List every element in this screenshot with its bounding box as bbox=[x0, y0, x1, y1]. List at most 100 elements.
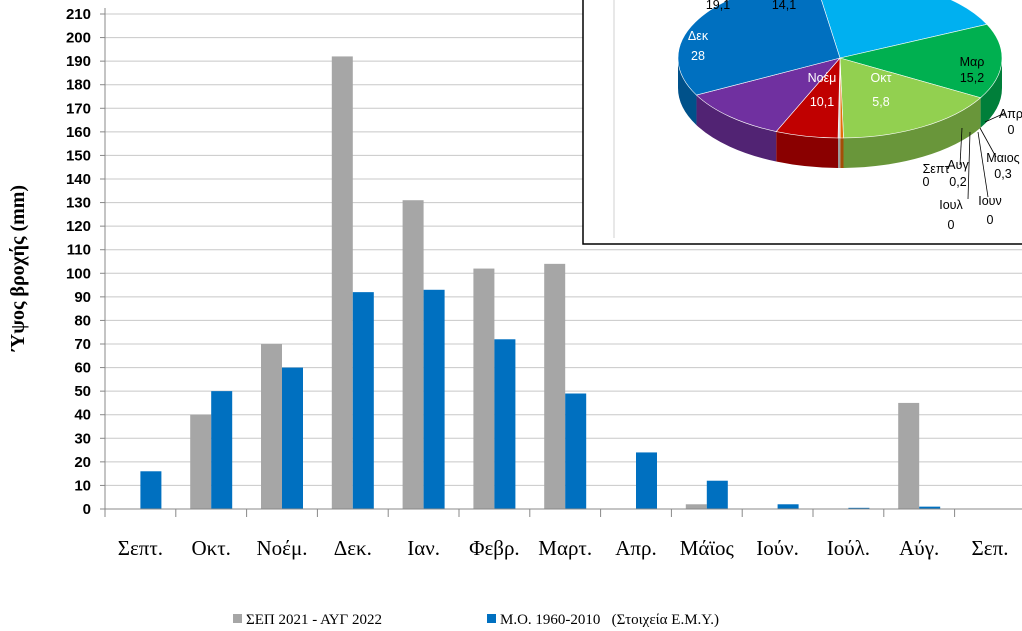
y-tick-label: 80 bbox=[74, 312, 91, 329]
y-tick-label: 190 bbox=[66, 53, 91, 70]
y-tick-label: 200 bbox=[66, 30, 91, 47]
bar-series-1 bbox=[544, 263, 566, 509]
y-tick-label: 90 bbox=[74, 289, 91, 306]
bar-series-1 bbox=[331, 56, 353, 510]
pie-leader-line bbox=[959, 127, 963, 166]
y-tick-label: 50 bbox=[74, 383, 91, 400]
legend: ΣΕΠ 2021 - ΑΥΓ 2022 Μ.Ο. 1960-2010 (Στοι… bbox=[233, 612, 719, 628]
y-tick-label: 0 bbox=[83, 501, 91, 518]
legend-label-series-2: Μ.Ο. 1960-2010 (Στοιχεία Ε.Μ.Υ.) bbox=[500, 612, 719, 628]
pie-leader-line bbox=[979, 127, 997, 158]
pie-value-Ιουλ: 0 bbox=[948, 218, 955, 232]
pie-label-Απρ: Απρ bbox=[999, 107, 1022, 121]
pie-slice-Μαρ bbox=[839, 57, 982, 139]
pie-chart: 19,1 14,1 Μαρ 15,2 Απρ 0 Μαιος 0,3 Ιουν 0 Ιουλ 0 Αυγ… bbox=[677, 0, 1022, 232]
x-category-label: Φεβρ. bbox=[469, 536, 520, 560]
bar-series-2 bbox=[919, 506, 941, 509]
pie-label-Μαιος: Μαιος bbox=[986, 151, 1019, 165]
bar-series-2 bbox=[777, 504, 799, 509]
bar-series-1 bbox=[261, 344, 282, 509]
pie-label-Σεπτ: Σεπτ bbox=[923, 162, 950, 176]
x-category-label: Δεκ. bbox=[334, 536, 372, 560]
x-category-label: Ιαν. bbox=[407, 536, 440, 560]
pie-label-Νοέμ: Νοέμ bbox=[808, 71, 837, 85]
y-tick-label: 130 bbox=[66, 195, 91, 212]
pie-label-Αυγ: Αυγ bbox=[947, 158, 969, 172]
bar-series-1 bbox=[402, 200, 424, 509]
bar-series-2 bbox=[636, 452, 657, 509]
x-category-label: Οκτ. bbox=[191, 536, 230, 560]
pie-slice-Φεβ bbox=[839, 23, 1003, 99]
y-tick-label: 110 bbox=[67, 242, 91, 259]
x-category-label: Νοέμ. bbox=[257, 536, 308, 560]
pie-leader-line bbox=[984, 112, 1006, 123]
pie-value-Οκτ: 5,8 bbox=[872, 95, 889, 109]
pie-value-Νοέμ: 10,1 bbox=[810, 95, 834, 109]
bar-series-1 bbox=[685, 504, 707, 509]
pie-value-Φεβ: 14,1 bbox=[772, 0, 796, 12]
legend-swatch-series-2 bbox=[487, 614, 496, 623]
y-tick-label: 60 bbox=[74, 360, 91, 377]
y-tick-label: 140 bbox=[66, 171, 91, 188]
y-tick-label: 20 bbox=[74, 454, 91, 471]
y-tick-label: 70 bbox=[74, 336, 91, 353]
pie-inset: 19,1 14,1 Μαρ 15,2 Απρ 0 Μαιος 0,3 Ιουν 0 Ιουλ 0 Αυγ… bbox=[582, 0, 1022, 245]
legend-swatch-series-1 bbox=[233, 614, 242, 623]
y-tick-label: 120 bbox=[66, 218, 91, 235]
pie-label-Δεκ: Δεκ bbox=[688, 29, 709, 43]
y-tick-label: 40 bbox=[74, 407, 91, 424]
y-tick-label: 150 bbox=[66, 147, 91, 164]
bar-series-2 bbox=[494, 339, 516, 509]
y-tick-label: 160 bbox=[66, 124, 91, 141]
bar-series-2 bbox=[423, 289, 445, 509]
pie-value-Μαρ: 15,2 bbox=[960, 71, 984, 85]
pie-value-Αυγ: 0,2 bbox=[949, 175, 966, 189]
bar-series-2 bbox=[211, 391, 233, 509]
pie-side-Μαιος bbox=[840, 137, 844, 168]
x-category-label: Ιούλ. bbox=[827, 536, 870, 560]
pie-side-Δεκ bbox=[678, 58, 697, 126]
y-tick-label: 30 bbox=[74, 430, 91, 447]
pie-label-Οκτ: Οκτ bbox=[871, 71, 892, 85]
axes bbox=[104, 8, 1022, 517]
legend-label-series-1: ΣΕΠ 2021 - ΑΥΓ 2022 bbox=[246, 612, 382, 628]
pie-slice-Δεκ bbox=[677, 0, 841, 96]
legend-item-series-2: Μ.Ο. 1960-2010 (Στοιχεία Ε.Μ.Υ.) bbox=[487, 612, 719, 628]
y-tick-label: 100 bbox=[66, 265, 91, 282]
bar-series-1 bbox=[190, 414, 212, 509]
pie-side-Νοέμ bbox=[696, 95, 777, 162]
pie-label-Ιουν: Ιουν bbox=[978, 194, 1002, 208]
x-category-label: Μάϊος bbox=[680, 536, 735, 560]
pie-leader-line bbox=[977, 131, 989, 198]
y-axis-label: Ύψος βροχής (mm) bbox=[7, 185, 29, 352]
pie-side-Οκτ bbox=[776, 131, 839, 168]
y-axis-ticks: 0 10 20 30 40 50 60 70 80 90 100 110 120 130 140 150 160… bbox=[66, 6, 105, 518]
x-category-label: Σεπ. bbox=[972, 536, 1009, 560]
pie-value-Ιαν: 19,1 bbox=[706, 0, 730, 12]
pie-value-Σεπτ: 0 bbox=[923, 175, 930, 189]
pie-side-Μαρ bbox=[843, 97, 981, 168]
bar-series-2 bbox=[140, 471, 162, 509]
x-category-label: Σεπτ. bbox=[118, 536, 163, 560]
x-category-label: Απρ. bbox=[615, 536, 657, 560]
bar-series-1 bbox=[898, 402, 920, 509]
pie-side-Φεβ bbox=[980, 58, 1002, 128]
bar-series-2 bbox=[706, 480, 728, 509]
pie-value-Απρ: 0 bbox=[1008, 123, 1015, 137]
y-tick-label: 10 bbox=[74, 477, 91, 494]
bar-series-2 bbox=[565, 393, 587, 509]
pie-leader-line bbox=[967, 131, 971, 200]
x-category-label: Μαρτ. bbox=[538, 536, 592, 560]
bars bbox=[140, 56, 941, 510]
bar-series-2 bbox=[352, 292, 374, 509]
legend-item-series-1: ΣΕΠ 2021 - ΑΥΓ 2022 bbox=[233, 612, 382, 628]
x-axis-categories: Σεπτ. Οκτ. Νοέμ. Δεκ. Ιαν. Φεβρ. Μαρτ. Απρ. Μάϊο… bbox=[118, 536, 1009, 560]
y-tick-label: 210 bbox=[66, 6, 91, 23]
pie-value-Μαιος: 0,3 bbox=[994, 167, 1011, 181]
y-tick-label: 180 bbox=[66, 77, 91, 94]
pie-value-Ιουν: 0 bbox=[987, 213, 994, 227]
bar-series-1 bbox=[473, 268, 495, 509]
pie-side-Αυγ bbox=[838, 137, 841, 168]
pie-slice-Ιαν bbox=[821, 0, 988, 59]
pie-slice-Νοέμ bbox=[695, 57, 841, 132]
